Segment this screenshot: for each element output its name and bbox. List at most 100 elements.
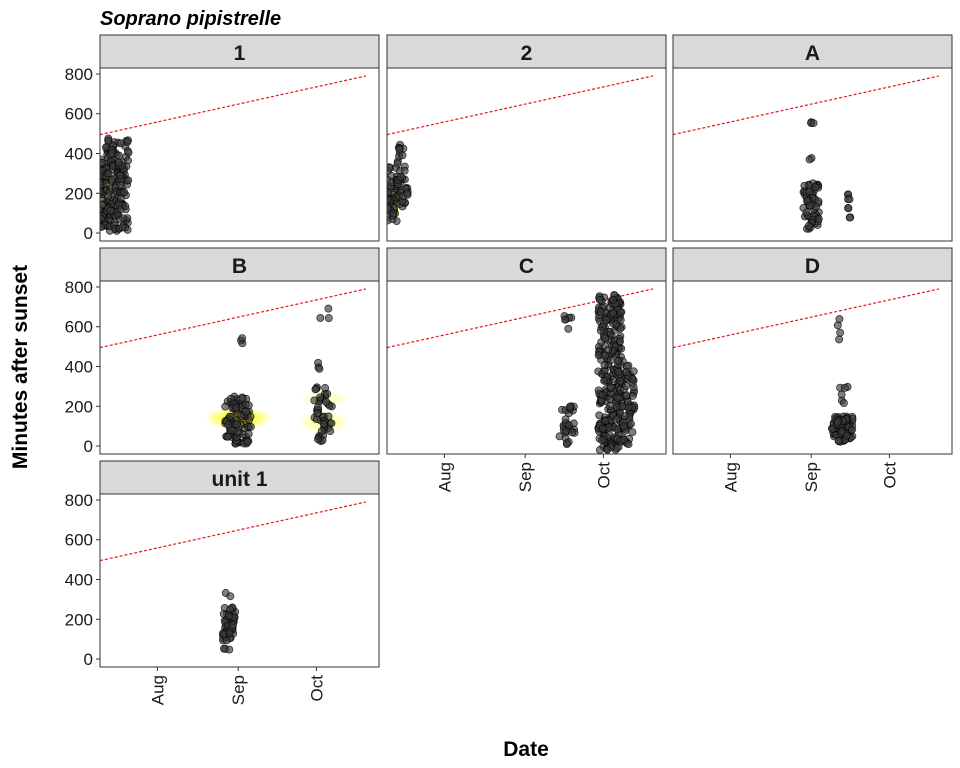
data-point xyxy=(624,440,633,449)
data-point xyxy=(315,364,324,373)
data-point xyxy=(608,309,617,318)
panel-plot-area xyxy=(387,288,654,454)
data-point xyxy=(624,403,633,412)
data-point xyxy=(835,335,844,344)
data-point xyxy=(121,202,130,211)
data-point xyxy=(319,419,328,428)
data-point xyxy=(596,326,605,335)
data-point xyxy=(326,427,335,436)
panel-border xyxy=(672,67,953,242)
data-point xyxy=(828,424,837,433)
x-tick-label: Aug xyxy=(435,462,454,492)
data-point xyxy=(555,432,564,441)
data-point xyxy=(324,314,333,323)
x-tick-label: Aug xyxy=(148,675,167,705)
sunrise-line xyxy=(673,75,940,136)
data-point xyxy=(622,381,631,390)
facet-strip xyxy=(386,247,667,282)
y-tick-label: 0 xyxy=(84,650,93,669)
data-point xyxy=(238,394,247,403)
data-point xyxy=(600,376,609,385)
data-point xyxy=(612,320,621,329)
data-point xyxy=(845,195,854,204)
data-point xyxy=(225,645,234,654)
data-point xyxy=(595,446,604,454)
data-point xyxy=(243,437,252,446)
facet-strip xyxy=(99,34,380,69)
data-point xyxy=(619,435,628,444)
data-point xyxy=(805,187,814,196)
data-point xyxy=(106,206,115,215)
data-point xyxy=(617,344,626,353)
data-point xyxy=(227,425,236,434)
facet-label: 2 xyxy=(521,42,533,65)
data-point xyxy=(561,315,570,324)
data-point xyxy=(119,214,128,223)
data-point xyxy=(616,308,625,317)
data-point xyxy=(603,445,612,454)
data-point xyxy=(616,376,625,385)
facet-panel: D Aug Sep Oct xyxy=(672,247,953,492)
y-tick-label: 600 xyxy=(65,318,93,337)
panel-plot-area xyxy=(673,75,940,233)
data-point xyxy=(400,166,409,175)
data-point xyxy=(396,172,405,181)
data-point xyxy=(594,367,603,376)
panel-border xyxy=(672,280,953,455)
data-point xyxy=(614,367,623,376)
y-tick-label: 200 xyxy=(65,610,93,629)
data-point xyxy=(324,304,333,313)
panel-plot-area xyxy=(100,75,367,235)
data-point xyxy=(834,436,843,445)
data-point xyxy=(316,313,325,322)
y-tick-label: 600 xyxy=(65,105,93,124)
data-point xyxy=(114,151,123,160)
data-point xyxy=(628,375,637,383)
data-point xyxy=(595,411,604,420)
data-point xyxy=(322,397,331,406)
y-tick-label: 0 xyxy=(84,437,93,456)
data-point xyxy=(847,425,856,434)
data-point xyxy=(108,149,117,158)
data-point xyxy=(833,417,842,426)
data-point xyxy=(804,221,813,230)
data-point xyxy=(124,156,132,165)
panel-plot-area xyxy=(387,75,654,226)
y-tick-label: 800 xyxy=(65,491,93,510)
y-tick-label: 200 xyxy=(65,397,93,416)
data-point xyxy=(116,194,125,203)
data-point xyxy=(123,138,132,147)
data-point xyxy=(612,444,621,453)
panel-border xyxy=(386,67,667,242)
data-point xyxy=(838,427,847,436)
panel-border xyxy=(99,280,380,455)
data-point xyxy=(118,223,127,232)
facet-strip xyxy=(672,34,953,69)
data-point xyxy=(811,183,820,192)
panel-plot-area xyxy=(673,288,940,446)
sunrise-line xyxy=(673,288,940,349)
data-point xyxy=(601,416,610,425)
data-point xyxy=(120,188,129,197)
data-point xyxy=(628,428,637,437)
data-point xyxy=(809,119,818,128)
data-point xyxy=(100,159,107,167)
data-point xyxy=(614,356,623,365)
data-point xyxy=(124,176,133,185)
data-point xyxy=(606,383,615,392)
data-point xyxy=(562,439,571,448)
facet-label: C xyxy=(519,255,534,278)
data-point xyxy=(395,145,404,154)
x-tick-label: Aug xyxy=(721,462,740,492)
data-point xyxy=(600,361,609,370)
data-point xyxy=(596,307,605,316)
data-point xyxy=(600,351,609,360)
y-tick-label: 0 xyxy=(84,224,93,243)
data-point xyxy=(100,222,106,231)
data-point xyxy=(802,208,811,217)
data-point xyxy=(612,403,621,411)
panel-border xyxy=(99,67,380,242)
data-point xyxy=(800,181,809,190)
data-point xyxy=(598,436,606,445)
